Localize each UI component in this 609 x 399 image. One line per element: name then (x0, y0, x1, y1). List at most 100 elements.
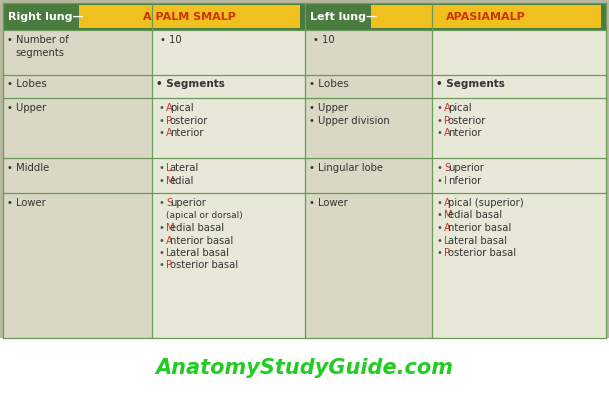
Text: I: I (444, 176, 447, 186)
Bar (305, 158, 432, 193)
Bar (152, 30, 305, 75)
Bar (79, 5, 300, 28)
Text: A: A (444, 103, 451, 113)
Text: M: M (166, 223, 175, 233)
Text: edial basal: edial basal (170, 223, 224, 233)
Text: •: • (158, 163, 164, 173)
Bar (432, 158, 606, 193)
Text: L: L (444, 235, 449, 245)
Text: • 10: • 10 (160, 35, 181, 45)
Text: segments: segments (15, 47, 64, 57)
Text: ateral basal: ateral basal (448, 235, 507, 245)
Text: A: A (444, 128, 451, 138)
Text: nterior basal: nterior basal (170, 235, 233, 245)
Bar (152, 75, 305, 98)
Text: •: • (158, 198, 164, 208)
Bar (152, 98, 305, 158)
Text: • Upper: • Upper (7, 103, 46, 113)
Bar (432, 30, 606, 75)
Text: • Lingular lobe: • Lingular lobe (309, 163, 383, 173)
Text: • Lobes: • Lobes (309, 79, 349, 89)
Text: M: M (166, 176, 175, 186)
Text: P: P (166, 261, 172, 271)
Text: •: • (158, 261, 164, 271)
Text: AnatomyStudyGuide.com: AnatomyStudyGuide.com (155, 358, 454, 379)
Text: •: • (158, 128, 164, 138)
Bar (305, 98, 432, 158)
Bar (432, 98, 606, 158)
Text: Right lung—: Right lung— (8, 12, 83, 22)
Bar (432, 75, 606, 98)
Text: • Lower: • Lower (309, 198, 348, 208)
Text: ateral: ateral (170, 163, 199, 173)
Text: •: • (436, 223, 442, 233)
Bar (305, 3, 606, 30)
Text: •: • (436, 211, 442, 221)
Text: A: A (444, 198, 451, 208)
Text: S: S (166, 198, 172, 208)
Text: nterior: nterior (448, 128, 481, 138)
Bar (152, 158, 305, 193)
Text: • Middle: • Middle (7, 163, 49, 173)
Text: • 10: • 10 (313, 35, 334, 45)
Text: L: L (166, 248, 172, 258)
Text: L: L (166, 163, 172, 173)
Text: nferior: nferior (448, 176, 481, 186)
Bar (3, 30, 152, 75)
Text: pical (superior): pical (superior) (448, 198, 523, 208)
Text: • Segments: • Segments (156, 79, 225, 89)
Text: •: • (158, 115, 164, 126)
Bar (432, 193, 606, 338)
Text: A PALM SMALP: A PALM SMALP (143, 12, 236, 22)
Text: •: • (436, 235, 442, 245)
Text: •: • (158, 176, 164, 186)
Text: P: P (166, 115, 172, 126)
Text: •: • (436, 198, 442, 208)
Text: osterior basal: osterior basal (170, 261, 238, 271)
Text: •: • (436, 103, 442, 113)
Text: (apical or dorsal): (apical or dorsal) (166, 211, 243, 219)
Bar (3, 98, 152, 158)
Text: • Upper: • Upper (309, 103, 348, 113)
Text: A: A (166, 103, 173, 113)
Text: •: • (436, 163, 442, 173)
Text: • Lobes: • Lobes (7, 79, 47, 89)
Text: A: A (166, 128, 173, 138)
Text: •: • (158, 103, 164, 113)
Bar (371, 5, 601, 28)
Bar (152, 193, 305, 338)
Text: pical: pical (448, 103, 471, 113)
Bar (3, 75, 152, 98)
Text: ateral basal: ateral basal (170, 248, 229, 258)
Text: S: S (444, 163, 450, 173)
Text: osterior: osterior (448, 115, 486, 126)
Bar (305, 75, 432, 98)
Bar (3, 158, 152, 193)
Text: •: • (436, 115, 442, 126)
Text: osterior: osterior (170, 115, 208, 126)
Text: •: • (158, 248, 164, 258)
Bar (3, 193, 152, 338)
Text: • Upper division: • Upper division (309, 115, 390, 126)
Bar (305, 193, 432, 338)
Text: nterior basal: nterior basal (448, 223, 511, 233)
Text: A: A (444, 223, 451, 233)
Bar (0, 338, 609, 399)
Text: M: M (444, 211, 452, 221)
Text: Left lung—: Left lung— (310, 12, 377, 22)
Text: • Segments: • Segments (436, 79, 505, 89)
Text: •: • (436, 128, 442, 138)
Text: nterior: nterior (170, 128, 203, 138)
Text: A: A (166, 235, 173, 245)
Text: osterior basal: osterior basal (448, 248, 516, 258)
Text: •: • (436, 248, 442, 258)
Bar (3, 3, 305, 30)
Text: APASIAMALP: APASIAMALP (446, 12, 526, 22)
Text: •: • (158, 235, 164, 245)
Text: P: P (444, 248, 450, 258)
Text: uperior: uperior (170, 198, 206, 208)
Text: •: • (158, 223, 164, 233)
Text: •: • (436, 176, 442, 186)
Text: edial basal: edial basal (448, 211, 502, 221)
Text: pical: pical (170, 103, 194, 113)
